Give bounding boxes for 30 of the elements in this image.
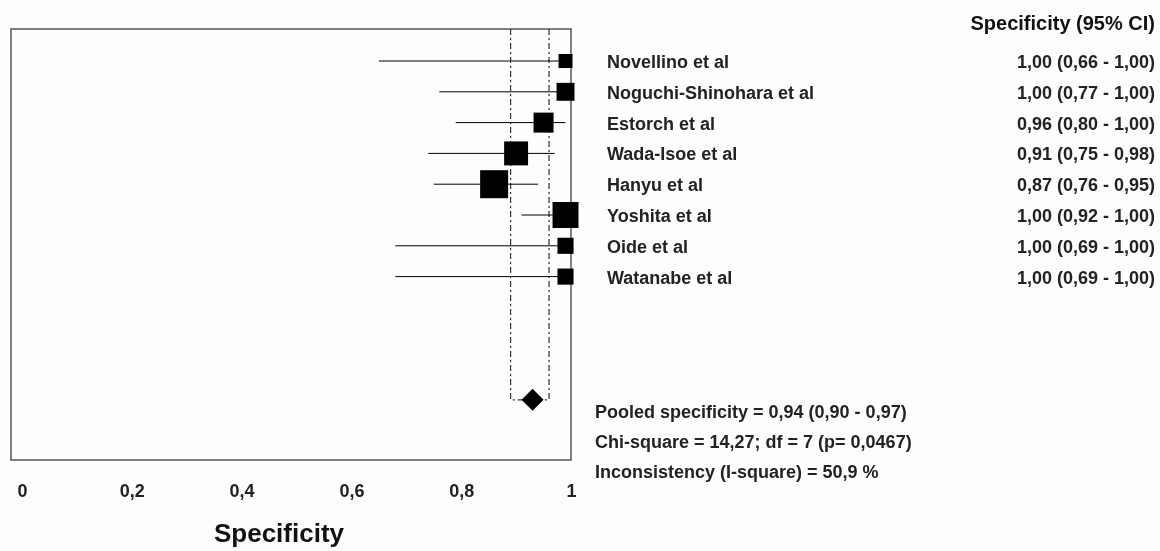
y-tick-label: Wada-Isoe et al xyxy=(607,144,738,165)
y-tick-label: Noguchi-Shinohara et al xyxy=(607,82,815,103)
data-label: 1,00 (0,69 - 1,00) xyxy=(1016,236,1155,257)
point xyxy=(556,82,575,101)
y-tick-label: Hanyu et al xyxy=(607,175,704,196)
y-tick-label: Novellino et al xyxy=(607,52,730,72)
x-tick-label: 0 xyxy=(17,481,28,501)
data-label: 0,87 (0,76 - 0,95) xyxy=(1016,175,1155,196)
x-tick-label: 0,6 xyxy=(339,481,365,501)
data-label: 1,00 (0,69 - 1,00) xyxy=(1016,267,1155,288)
x-tick-label: 0,8 xyxy=(449,481,475,501)
data-label: 1,00 (0,77 - 1,00) xyxy=(1016,82,1155,103)
point xyxy=(521,388,544,411)
text: Chi-square = 14,27; df = 7 (p= 0,0467) xyxy=(595,432,912,452)
text: Inconsistency (I-square) = 50,9 % xyxy=(595,462,879,482)
y-tick-label: Watanabe et al xyxy=(607,267,733,288)
y-tick-label: Yoshita et al xyxy=(607,206,712,226)
data-label: 1,00 (0,92 - 1,00) xyxy=(1016,206,1155,226)
y-tick-label: Oide et al xyxy=(607,236,689,257)
y-tick-label: Estorch et al xyxy=(607,113,716,134)
x-axis-title: Specificity xyxy=(213,518,345,548)
point xyxy=(533,112,554,133)
text: Pooled specificity = 0,94 (0,90 - 0,97) xyxy=(595,402,907,422)
data-label: 0,96 (0,80 - 1,00) xyxy=(1016,113,1155,134)
data-label: 1,00 (0,66 - 1,00) xyxy=(1016,52,1155,72)
data-label: 0,91 (0,75 - 0,98) xyxy=(1016,144,1155,165)
text: Specificity (95% CI) xyxy=(970,12,1155,34)
x-tick-label: 1 xyxy=(566,481,577,501)
x-tick-label: 0,4 xyxy=(229,481,255,501)
x-tick-label: 0,2 xyxy=(119,481,145,501)
